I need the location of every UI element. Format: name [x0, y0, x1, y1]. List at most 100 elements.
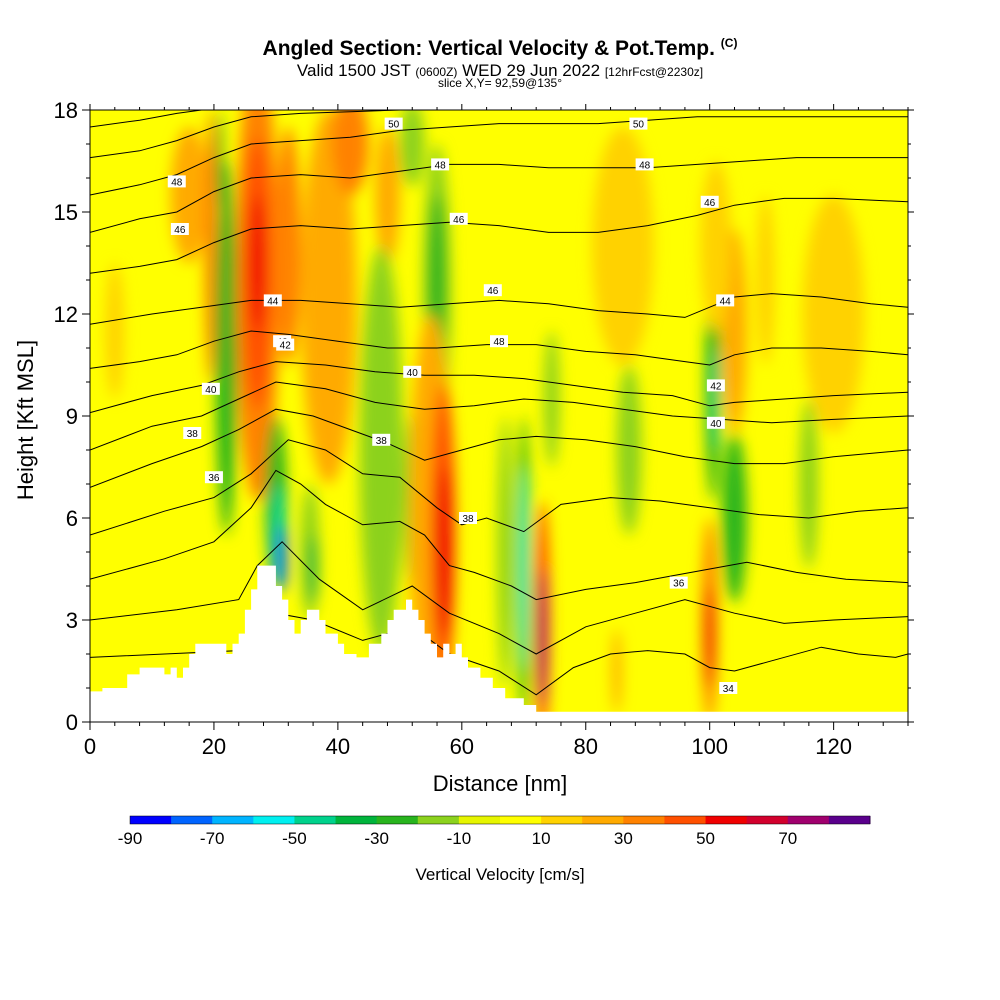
velocity-cell	[399, 110, 425, 187]
isentrope-label-bg	[403, 365, 422, 378]
velocity-cell	[105, 263, 125, 399]
x-axis-label: Distance [nm]	[433, 771, 568, 796]
isentrope-label-bg	[669, 576, 688, 589]
velocity-cell	[756, 195, 775, 365]
velocity-cell	[215, 161, 238, 535]
colorbar-bin	[541, 816, 583, 824]
isentrope-label-bg	[372, 433, 391, 446]
isentrope-label: 46	[449, 212, 468, 226]
velocity-cell	[612, 628, 622, 714]
colorbar-tick-label: -10	[447, 829, 472, 848]
isentrope-line	[90, 381, 908, 451]
isentrope-label-text: 48	[493, 337, 505, 348]
isentrope-label: 36	[204, 471, 223, 484]
isentrope-label-text: 48	[171, 177, 183, 188]
x-tick-label: 120	[815, 734, 852, 759]
colorbar-bin	[623, 816, 665, 824]
colorbar-label: Vertical Velocity [cm/s]	[415, 865, 584, 884]
isentrope-line	[90, 157, 908, 233]
isentrope-line	[90, 469, 908, 601]
isentrope-label-text: 48	[639, 160, 651, 171]
isentrope-line	[90, 408, 908, 488]
colorbar-tick-label: 70	[778, 829, 797, 848]
isentrope-label-text: 46	[487, 286, 499, 297]
velocity-cell	[277, 524, 288, 593]
isentrope-label-bg	[700, 195, 719, 208]
velocity-cell	[249, 195, 266, 331]
colorbar-bin	[787, 816, 830, 824]
isentrope-label: 46	[170, 223, 189, 236]
colorbar-bin	[294, 816, 337, 824]
isentrope-label-text: 40	[205, 385, 217, 396]
y-tick-label: 6	[66, 506, 78, 531]
colorbar-bin	[705, 816, 748, 824]
isentrope-label-bg	[716, 294, 735, 307]
isentrope-label-text: 38	[376, 436, 388, 447]
colorbar-bin	[500, 816, 542, 824]
isentrope-label: 38	[459, 512, 478, 525]
isentropes	[90, 110, 908, 696]
terrain	[90, 565, 908, 722]
velocity-cell	[170, 127, 208, 263]
isentrope-label: 34	[719, 682, 738, 695]
colorbar-tick-label: 50	[696, 829, 715, 848]
isentrope-label-bg	[431, 158, 450, 171]
chart-title: Angled Section: Vertical Velocity & Pot.…	[262, 36, 738, 60]
isentrope-label-text: 50	[388, 120, 400, 131]
isentrope-label: 48	[635, 158, 654, 171]
colorbar-bin	[171, 816, 213, 824]
colorbar-bin	[130, 816, 172, 824]
velocity-cell	[543, 331, 560, 467]
isentrope-line	[90, 110, 202, 128]
isentrope-label-bg	[201, 382, 220, 395]
isentrope-label-text: 50	[633, 120, 645, 131]
x-axis: 0 20 40 60 80 100 120	[84, 104, 909, 759]
velocity-cell	[705, 586, 715, 688]
isentrope-label-bg	[384, 117, 403, 130]
colorbar-bin	[664, 816, 707, 824]
isentrope-label: 50	[629, 117, 648, 131]
velocity-cell	[375, 127, 400, 263]
x-tick-label: 40	[326, 734, 350, 759]
isentrope-label-bg	[263, 294, 282, 307]
isentrope-label: 40	[403, 365, 422, 379]
colorbar-bin	[335, 816, 378, 824]
isentrope-line	[90, 116, 908, 196]
colorbar-tick-label: -30	[364, 829, 389, 848]
isentrope-label-text: 36	[208, 473, 220, 484]
isentrope-label: 42	[276, 338, 295, 352]
isentrope-label: 48	[167, 175, 186, 188]
isentrope-label-bg	[170, 223, 189, 235]
velocity-cell	[591, 127, 654, 365]
isentrope-label-text: 46	[174, 225, 186, 236]
isentrope-label-bg	[490, 335, 508, 348]
isentrope-line	[90, 293, 908, 325]
isentrope-line	[90, 197, 908, 274]
isentrope-label-bg	[629, 117, 648, 130]
isentrope-label-text: 38	[187, 429, 199, 440]
isentrope-label-bg	[276, 338, 295, 351]
colorbar-bin	[582, 816, 624, 824]
isentrope-label-text: 40	[710, 419, 722, 430]
colorbar-tick-label: 30	[614, 829, 633, 848]
y-tick-label: 18	[54, 98, 78, 123]
velocity-cell	[802, 195, 865, 433]
isentrope-label-text: 34	[723, 684, 735, 695]
isentrope-label-text: 42	[710, 381, 722, 392]
colorbar: -90 -70 -50 -30 -10 10 30 50 70	[118, 815, 871, 848]
colorbar-bin	[746, 816, 789, 824]
isentrope-label: 36	[669, 576, 688, 590]
colorbar-tick-label: -90	[118, 829, 143, 848]
x-tick-label: 100	[691, 734, 728, 759]
isentrope-line	[90, 110, 400, 159]
velocity-cell	[799, 399, 819, 569]
isentrope-label-bg	[449, 212, 468, 225]
isentrope-line	[90, 541, 908, 655]
isentrope-label: 38	[183, 427, 202, 440]
velocity-cell	[616, 365, 642, 535]
isentrope-label-bg	[483, 284, 502, 297]
colorbar-bin	[417, 816, 460, 824]
velocity-cell	[497, 416, 513, 688]
